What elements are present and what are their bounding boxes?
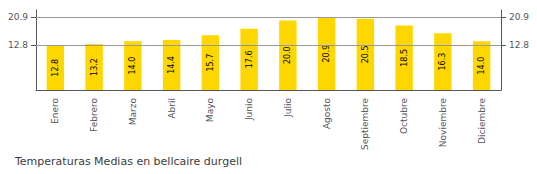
svg-text:Octubre: Octubre <box>399 98 409 134</box>
svg-text:18.5: 18.5 <box>400 49 409 67</box>
svg-text:12.8: 12.8 <box>8 40 28 50</box>
svg-text:Julio: Julio <box>283 98 293 118</box>
svg-text:20.9: 20.9 <box>322 45 331 63</box>
svg-text:14.0: 14.0 <box>477 57 486 75</box>
svg-text:17.6: 17.6 <box>245 50 254 68</box>
svg-text:13.2: 13.2 <box>90 58 99 76</box>
svg-text:14.4: 14.4 <box>167 56 176 74</box>
svg-text:Temperaturas Medias en bellcai: Temperaturas Medias en bellcaire durgell <box>14 155 242 168</box>
svg-text:16.3: 16.3 <box>438 53 447 71</box>
svg-text:Junio: Junio <box>244 98 254 122</box>
svg-text:Febrero: Febrero <box>89 98 99 132</box>
svg-text:15.7: 15.7 <box>206 54 215 72</box>
svg-text:12.8: 12.8 <box>509 40 529 50</box>
svg-text:12.8: 12.8 <box>51 59 60 77</box>
svg-text:Enero: Enero <box>50 98 60 124</box>
svg-text:14.0: 14.0 <box>128 57 137 75</box>
svg-text:20.5: 20.5 <box>361 45 370 63</box>
svg-text:Diciembre: Diciembre <box>477 98 487 144</box>
svg-text:20.9: 20.9 <box>509 12 529 22</box>
svg-text:Mayo: Mayo <box>205 98 215 123</box>
svg-text:Abril: Abril <box>167 98 177 119</box>
svg-text:20.0: 20.0 <box>283 46 292 64</box>
svg-text:Septiembre: Septiembre <box>360 98 370 151</box>
svg-text:Noviembre: Noviembre <box>438 98 448 148</box>
svg-text:Marzo: Marzo <box>128 98 138 126</box>
svg-text:Agosto: Agosto <box>322 98 332 130</box>
svg-text:20.9: 20.9 <box>8 12 28 22</box>
